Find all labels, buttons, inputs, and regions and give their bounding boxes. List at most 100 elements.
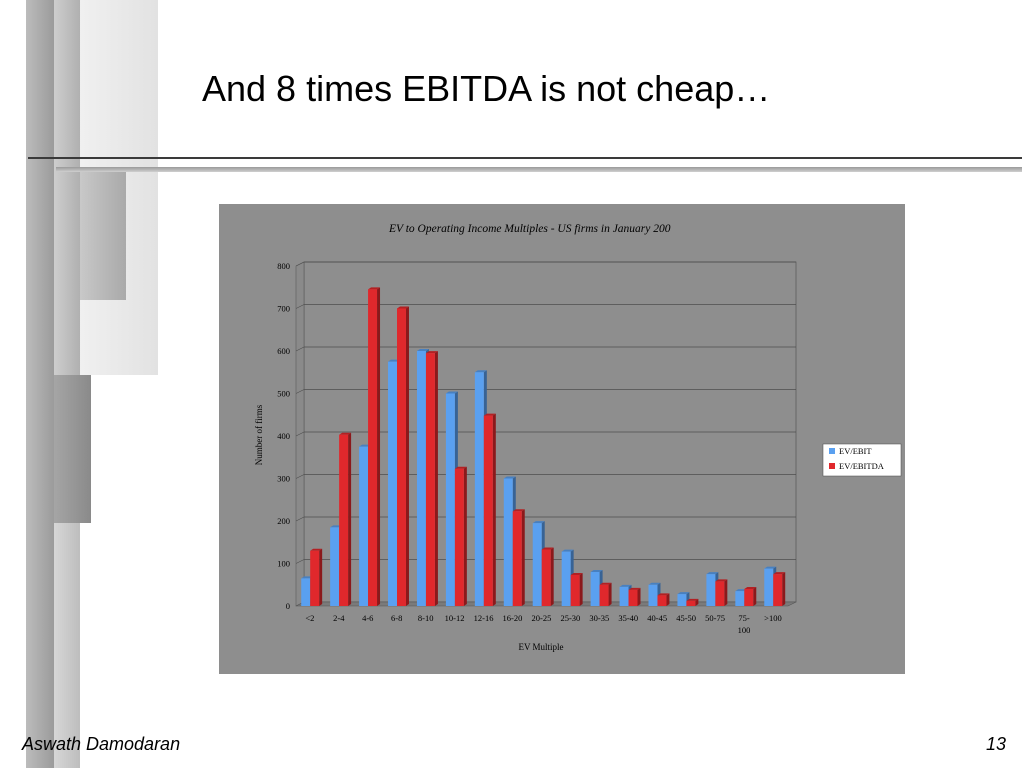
bar-ev-ebitda-12-16: [483, 415, 493, 606]
bar-ev-ebitda-16-20-top: [512, 509, 525, 512]
bar-ev-ebitda-12-16-top: [483, 413, 496, 416]
gridline-side-400: [295, 431, 305, 437]
bar-ev-ebitda-4-6-top: [368, 287, 381, 290]
y-tick-label-300: 300: [277, 474, 290, 484]
bar-ev-ebitda-20-25-side: [550, 547, 554, 606]
bar-ev-ebit-16-20-top: [503, 476, 516, 479]
bar-ev-ebitda-6-8-side: [405, 306, 409, 606]
bar-ev-ebitda-40-45: [657, 595, 667, 606]
bar-ev-ebitda-20-25: [541, 549, 551, 606]
x-tick-label-50-75: 50-75: [705, 613, 725, 623]
bar-ev-ebit-40-45-top: [648, 582, 661, 585]
x-tick-label-45-50: 45-50: [676, 613, 696, 623]
y-tick-label-200: 200: [277, 516, 290, 526]
bar-ev-ebitda-6-8: [397, 308, 406, 606]
bar-ev-ebit-40-45: [648, 584, 658, 606]
y-tick-label-400: 400: [277, 431, 290, 441]
footer-author: Aswath Damodaran: [22, 734, 181, 754]
x-tick-label-6-8: 6-8: [391, 613, 402, 623]
bar-ev-ebit-25-30: [561, 551, 571, 606]
bar-ev-ebit-6-8: [388, 361, 398, 606]
x-tick-label-16-20: 16-20: [503, 613, 523, 623]
legend-label-ev-ebitda: EV/EBITDA: [839, 461, 885, 471]
x-tick-label-10-12: 10-12: [445, 613, 465, 623]
bar-ev-ebit-4-6: [359, 446, 369, 606]
plot-area: 0 100 200 300 400 500 600 700 800 <2 2-4 4-6 6-8 8-10…: [277, 261, 797, 635]
legend-box: [822, 443, 902, 477]
bar-ev-ebitda-35-40: [628, 589, 638, 606]
bar-ev-ebit-8-10: [416, 351, 426, 606]
bar-ev-ebitda-8-10-side: [434, 351, 438, 606]
gridline-side-100: [295, 559, 305, 564]
bar-ev-ebitda-100: [773, 574, 783, 606]
bar-ev-ebit-75-100: [735, 591, 745, 606]
bar-ev-ebit-16-20: [503, 478, 513, 606]
bar-ev-ebitda-30-35: [599, 584, 609, 606]
y-axis-label: Number of firms: [254, 404, 264, 465]
bar-ev-ebitda-35-40-side: [637, 587, 641, 606]
x-tick-label-75-100: 75-100: [738, 613, 751, 635]
x-axis-label: EV Multiple: [518, 642, 563, 652]
y-tick-label-0: 0: [286, 601, 290, 611]
gridline-side-800: [295, 261, 305, 267]
chart-title: EV to Operating Income Multiples - US fi…: [388, 223, 671, 235]
bar-ev-ebitda-6-8-top: [397, 306, 409, 309]
title-rule-light: [56, 167, 1022, 172]
x-tick-label-12-16: 12-16: [474, 613, 494, 623]
gridline-side-700: [295, 304, 305, 309]
bar-ev-ebitda-35-40-top: [628, 587, 641, 590]
title-rule-dark: [28, 157, 1022, 159]
bar-ev-ebitda-25-30: [570, 574, 580, 606]
bar-ev-ebit-100-top: [764, 566, 777, 569]
bar-ev-ebit-50-75: [706, 574, 716, 606]
bar-ev-ebit-12-16: [474, 372, 484, 606]
bar-ev-ebit-2: [301, 578, 311, 606]
bar-ev-ebit-8-10-top: [416, 349, 429, 351]
bar-ev-ebitda-20-25-top: [541, 547, 554, 550]
bar-ev-ebitda-2-4-side: [348, 432, 352, 606]
bar-ev-ebitda-10-12-top: [454, 466, 467, 469]
y-tick-label-100: 100: [277, 559, 290, 569]
x-tick-label-20-25: 20-25: [531, 613, 551, 623]
bar-ev-ebitda-75-100: [744, 589, 754, 606]
bar-ev-ebitda-40-45-side: [666, 593, 670, 606]
bar-ev-ebitda-50-75: [715, 581, 725, 606]
bar-ev-ebit-20-25: [532, 523, 542, 606]
x-tick-label-2: <2: [305, 613, 314, 623]
y-tick-label-700: 700: [277, 304, 290, 314]
bar-ev-ebit-35-40: [619, 586, 629, 606]
bar-ev-ebit-45-50-top: [677, 592, 690, 595]
bar-ev-ebit-12-16-top: [474, 370, 487, 373]
x-tick-label-100: >100: [764, 613, 782, 623]
bar-ev-ebit-10-12: [445, 393, 455, 606]
bar-ev-ebit-10-12-top: [445, 391, 458, 394]
bar-ev-ebitda-45-50-top: [686, 598, 699, 601]
bar-ev-ebitda-100-top: [773, 572, 786, 575]
bar-ev-ebit-100: [764, 568, 774, 606]
x-tick-label-30-35: 30-35: [589, 613, 609, 623]
bar-ev-ebitda-12-16-side: [492, 413, 496, 606]
bar-ev-ebit-25-30-top: [561, 549, 574, 552]
chart: EV to Operating Income Multiples - US fi…: [254, 223, 902, 652]
bar-ev-ebitda-8-10-top: [425, 351, 438, 354]
legend-swatch-ev-ebit: [829, 448, 835, 454]
bar-ev-ebitda-2-top: [310, 548, 323, 551]
bar-ev-ebitda-30-35-top: [599, 582, 612, 585]
slide-title: And 8 times EBITDA is not cheap…: [202, 68, 771, 109]
x-tick-label-4-6: 4-6: [362, 613, 373, 623]
page-number: 13: [985, 734, 1006, 754]
bar-ev-ebitda-25-30-side: [579, 572, 583, 606]
bar-ev-ebit-2-4: [330, 527, 340, 606]
y-tick-label-800: 800: [277, 261, 290, 271]
bar-ev-ebitda-2-4: [339, 434, 349, 606]
bar-ev-ebit-50-75-top: [706, 572, 719, 575]
bar-ev-ebitda-75-100-top: [744, 587, 757, 589]
gridline-side-300: [295, 474, 305, 479]
bar-ev-ebitda-50-75-side: [724, 579, 728, 606]
chart-frame: EV to Operating Income Multiples - US fi…: [219, 204, 905, 674]
bar-ev-ebitda-2-side: [319, 548, 323, 606]
legend: EV/EBIT EV/EBITDA: [822, 443, 902, 477]
legend-label-ev-ebit: EV/EBIT: [839, 446, 872, 456]
bar-ev-ebitda-16-20-side: [521, 509, 525, 606]
bar-ev-ebitda-100-side: [782, 572, 786, 606]
